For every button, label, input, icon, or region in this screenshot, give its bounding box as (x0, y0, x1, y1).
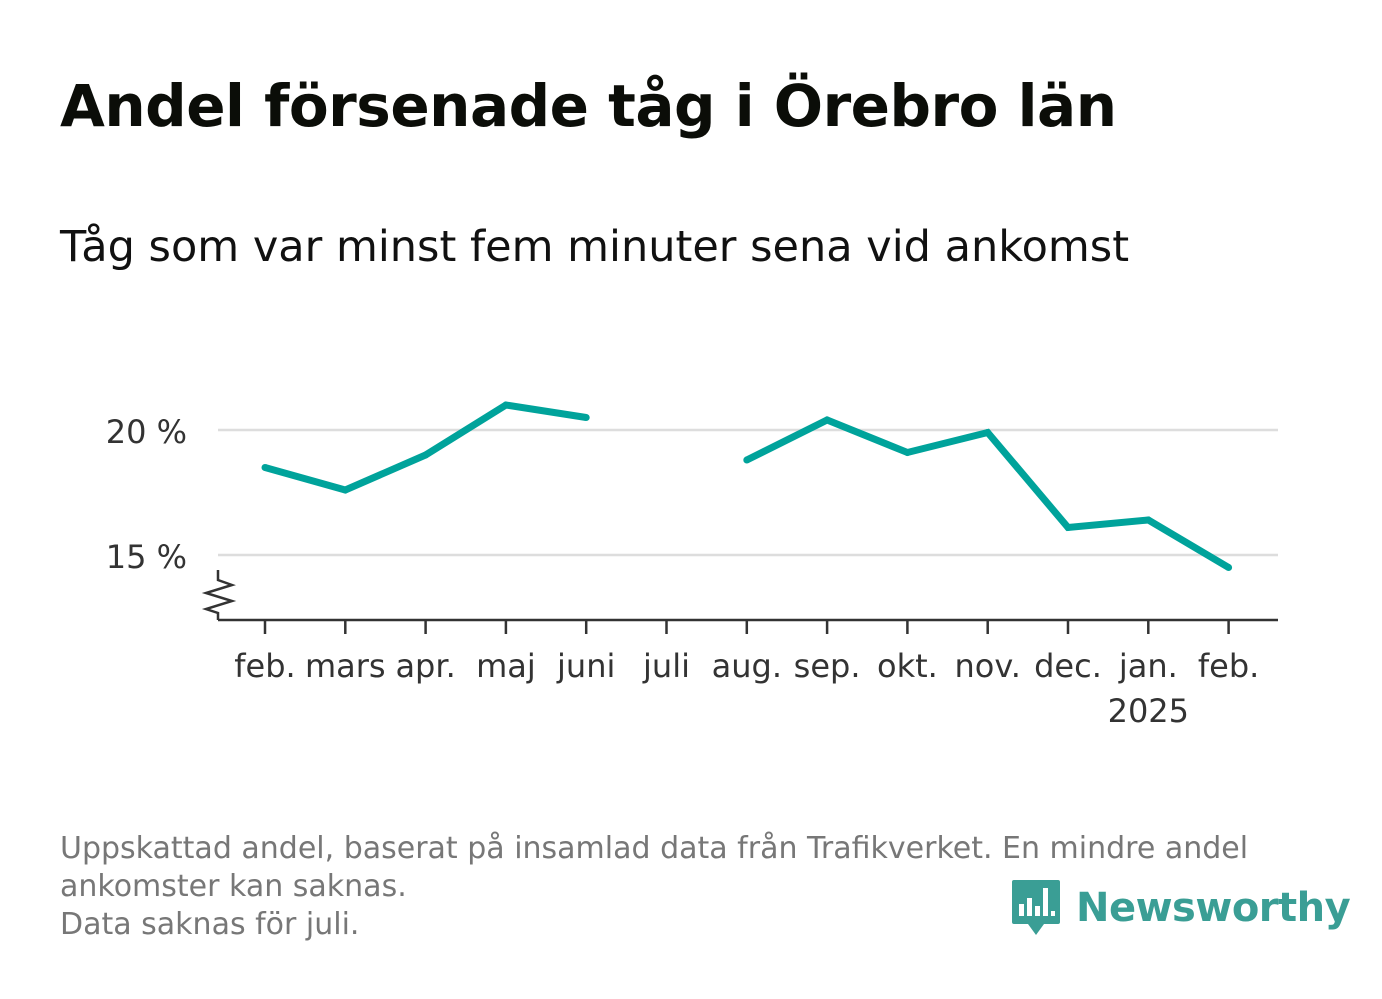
x-tick-label: maj (476, 647, 536, 685)
data-point (582, 414, 590, 421)
data-point (422, 451, 430, 459)
x-tick-label: feb. (234, 647, 295, 685)
x-tick-label: aug. (712, 647, 782, 685)
axis-break-icon (201, 570, 237, 620)
chart-title: Andel försenade tåg i Örebro län (60, 72, 1117, 140)
data-point (743, 456, 751, 464)
data-point (984, 429, 992, 436)
x-tick-label: juli (642, 647, 690, 685)
y-tick-label: 20 % (106, 413, 187, 451)
x-tick-label: nov. (954, 647, 1020, 685)
data-point (1064, 524, 1072, 531)
x-tick-label: dec. (1034, 647, 1102, 685)
y-tick-label: 15 % (106, 538, 187, 576)
data-point (1144, 516, 1152, 524)
data-point (502, 401, 510, 409)
x-tick-label: jan. (1118, 647, 1178, 685)
x-tick-label: juni (556, 647, 615, 685)
x-tick-label: mars (305, 647, 386, 685)
series-line-segment (745, 416, 1231, 571)
footnote-line: ankomster kan saknas. (60, 869, 407, 904)
newsworthy-logo-icon (1012, 880, 1060, 935)
footnote-line: Data saknas för juli. (60, 907, 360, 942)
footnote-line: Uppskattad andel, baserat på insamlad da… (60, 831, 1249, 866)
data-point (341, 486, 349, 494)
footnote: Uppskattad andel, baserat på insamlad da… (60, 830, 1310, 944)
x-year-label: 2025 (1108, 692, 1189, 730)
logo-text: Newsworthy (1076, 885, 1351, 931)
newsworthy-logo: Newsworthy (1010, 876, 1351, 940)
x-tick-label: sep. (794, 647, 861, 685)
x-tick-label: okt. (877, 647, 938, 685)
x-tick-label: apr. (395, 647, 455, 685)
data-point (1225, 564, 1233, 571)
data-point (823, 416, 831, 424)
x-tick-label: feb. (1198, 647, 1259, 685)
chart-subtitle: Tåg som var minst fem minuter sena vid a… (60, 222, 1130, 272)
data-point (261, 464, 269, 471)
series-line-segment (264, 401, 587, 494)
data-point (903, 449, 911, 456)
